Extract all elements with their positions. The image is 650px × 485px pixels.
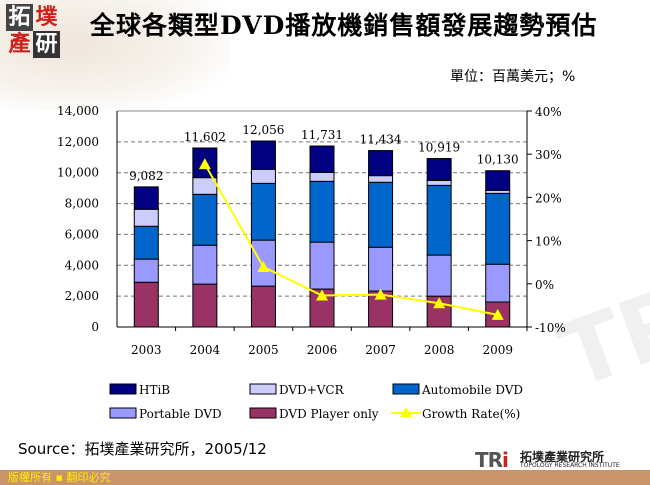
bar-automobile-dvd: [192, 193, 218, 246]
bar-automobile-dvd: [133, 225, 159, 260]
legend-label: HTiB: [139, 383, 170, 397]
legend-swatch: [392, 383, 420, 395]
x-tick-label: 2003: [131, 343, 162, 357]
y-tick-label: 14,000: [57, 104, 99, 118]
y-tick-label: 8,000: [65, 197, 99, 211]
y-tick-label: 6,000: [65, 227, 99, 241]
bar-automobile-dvd: [309, 180, 335, 243]
bar-automobile-dvd: [485, 192, 511, 265]
legend-swatch: [249, 407, 277, 419]
x-tick-label: 2009: [482, 343, 513, 357]
legend-label: Growth Rate(%): [422, 407, 520, 421]
growth-rate-marker: [433, 297, 446, 309]
legend-label: DVD+VCR: [279, 383, 345, 397]
growth-rate-marker: [198, 158, 211, 170]
bar-dvd-vcr: [133, 208, 159, 227]
legend-swatch: [109, 383, 137, 395]
bar-automobile-dvd: [368, 181, 394, 248]
growth-rate-marker: [316, 289, 328, 301]
bar-dvd-vcr: [368, 175, 394, 183]
bar-htib: [133, 186, 159, 210]
bar-dvd-vcr: [426, 179, 452, 186]
y-tick-label: 0: [91, 320, 99, 334]
bar-dvd-vcr: [250, 168, 276, 184]
unit-label: 單位：百萬美元；%: [450, 69, 576, 85]
chart: 0 2,000 4,000 6,000 8,000 10,000 12,000 14,000 -…: [57, 104, 566, 421]
bar-dvd-player-only: [250, 285, 276, 328]
legend-swatch-marker: [400, 407, 412, 417]
bar-portable-dvd: [133, 258, 159, 283]
legend-label: DVD Player only: [279, 407, 379, 421]
page-title: 全球各類型DVD播放機銷售額發展趨勢預估: [90, 11, 598, 40]
legend-swatch: [249, 383, 277, 395]
source-note: Source：拓墣產業研究所，2005/12: [18, 440, 267, 458]
y2-tick-label: -10%: [535, 321, 566, 335]
tri-name-cn: 拓墣產業研究所: [520, 450, 605, 464]
growth-rate-line: [203, 163, 498, 316]
tri-name-en: TOPOLOGY RESEARCH INSTITUTE: [520, 462, 620, 469]
growth-rate-marker: [374, 288, 387, 300]
bar-automobile-dvd: [250, 182, 276, 241]
total-label: 9,082: [129, 169, 163, 183]
total-label: 10,130: [477, 153, 519, 167]
legend-swatch: [109, 407, 137, 419]
copyright: 版權所有 ▪ 翻印必究: [8, 471, 111, 484]
total-label: 11,731: [301, 128, 343, 142]
bar-portable-dvd: [426, 254, 452, 297]
y-tick-label: 12,000: [57, 135, 99, 149]
logo: 拓墣產研: [6, 4, 60, 58]
growth-rate-marker: [491, 308, 504, 320]
x-tick-label: 2008: [424, 343, 455, 357]
bar-dvd-player-only: [133, 281, 159, 328]
y2-tick-label: 40%: [535, 105, 562, 119]
y-tick-label: 4,000: [65, 258, 99, 272]
bar-portable-dvd: [485, 263, 511, 303]
bar-portable-dvd: [309, 241, 335, 290]
total-label: 10,919: [418, 141, 460, 155]
tri-logo: TRi 拓墣產業研究所 TOPOLOGY RESEARCH INSTITUTE: [470, 448, 650, 472]
bar-htib: [309, 145, 335, 173]
y2-tick-label: 0%: [535, 278, 554, 292]
growth-rate-marker: [257, 260, 270, 272]
tri-mark: TRi: [475, 448, 509, 472]
bar-portable-dvd: [192, 244, 218, 285]
bar-automobile-dvd: [426, 184, 452, 256]
bar-htib: [368, 150, 394, 177]
x-tick-label: 2006: [307, 343, 338, 357]
legend-label: Automobile DVD: [421, 383, 523, 397]
bar-portable-dvd: [368, 246, 394, 292]
total-label: 11,434: [360, 133, 402, 147]
y-tick-label: 2,000: [65, 289, 99, 303]
footer-bar: 版權所有 ▪ 翻印必究: [0, 470, 650, 485]
total-label: 12,056: [242, 123, 284, 137]
bar-htib: [426, 158, 452, 181]
y-tick-label: 10,000: [57, 166, 99, 180]
bar-dvd-player-only: [192, 283, 218, 328]
y2-tick-label: 30%: [535, 148, 562, 162]
x-tick-label: 2007: [365, 343, 396, 357]
bar-htib: [485, 170, 511, 191]
bar-htib: [250, 140, 276, 170]
bar-dvd-vcr: [309, 171, 335, 182]
legend-label: Portable DVD: [139, 407, 222, 421]
y2-tick-label: 10%: [535, 235, 562, 249]
x-tick-label: 2004: [190, 343, 221, 357]
x-tick-label: 2005: [248, 343, 279, 357]
y2-tick-label: 20%: [535, 191, 562, 205]
total-label: 11,602: [184, 130, 226, 144]
